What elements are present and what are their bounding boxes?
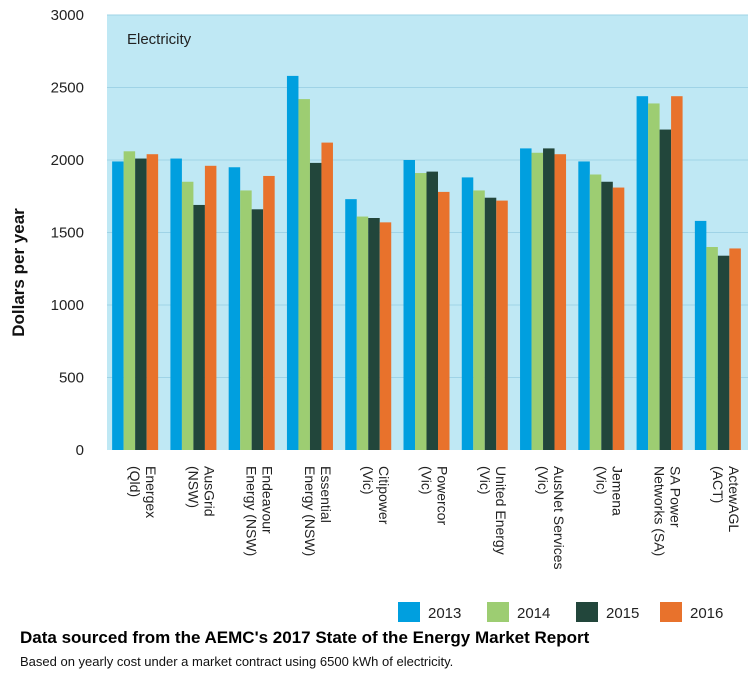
bar-2015 [135,158,147,451]
bar-2016 [554,154,567,450]
footer-title: Data sourced from the AEMC's 2017 State … [20,628,590,647]
category-label: United Energy(Vic) [477,466,509,555]
bar-2014 [298,99,310,450]
y-tick-label: 1500 [51,225,84,242]
bar-2015 [426,171,438,450]
bar-2013 [403,160,415,450]
bar-2013 [461,177,474,450]
legend-swatch-2016 [660,602,682,622]
bar-2015 [601,181,613,450]
bar-2014 [706,247,718,450]
y-tick-label: 2000 [51,152,84,169]
legend-label-2014: 2014 [517,605,550,622]
category-label: Jemena(Vic) [593,466,625,516]
bar-2014 [531,152,544,450]
bar-2014 [589,174,602,450]
bar-2014 [356,216,369,450]
bar-2013 [286,75,299,451]
bar-2016 [671,96,683,450]
category-label: AusNet Services(Vic) [535,466,567,569]
bar-2013 [520,148,532,450]
bar-2014 [648,103,660,450]
bar-2015 [368,218,380,450]
bar-2013 [578,161,590,450]
bar-2016 [496,200,508,450]
category-label: Citipower(Vic) [360,466,392,525]
bar-2015 [717,255,730,450]
bar-2014 [123,151,136,451]
category-label: ActewAGL(ACT) [710,466,742,532]
y-axis-label: Dollars per year [9,208,28,337]
category-labels: Energex(Qld) AusGrid(NSW) EndeavourEnergy … [127,466,742,569]
legend-label-2015: 2015 [606,605,639,622]
legend-swatch-2013 [398,602,420,622]
bar-2016 [146,154,159,450]
bar-2013 [170,158,182,451]
bar-2014 [181,181,194,450]
bars [112,75,741,451]
category-label: SA PowerNetworks (SA) [652,466,684,556]
chart-title: Electricity [127,31,192,48]
bar-2015 [484,197,497,450]
bar-2013 [112,161,124,450]
legend-swatch-2014 [487,602,509,622]
bar-2015 [659,129,672,451]
bar-2016 [379,222,392,450]
bar-2013 [345,199,357,450]
bar-2013 [694,220,707,450]
category-label: EssentialEnergy (NSW) [302,466,334,556]
bar-2013 [228,167,241,450]
bar-2014 [240,190,252,450]
bar-2016 [612,187,625,451]
bar-2016 [438,191,450,450]
y-tick-label: 0 [76,442,84,459]
bar-2016 [263,175,275,450]
bar-2015 [543,148,555,450]
bar-2016 [321,142,333,450]
category-label: EndeavourEnergy (NSW) [244,466,276,556]
bar-2014 [473,190,485,450]
legend-label-2016: 2016 [690,605,723,622]
category-label: Energex(Qld) [127,466,159,518]
y-tick-label: 500 [59,370,84,387]
y-tick-label: 2500 [51,80,84,97]
bar-2014 [415,173,427,451]
y-axis-ticks: 0 500 1000 1500 2000 2500 3000 [51,7,84,459]
bar-2016 [204,165,217,451]
bar-2013 [636,96,649,450]
footer-note: Based on yearly cost under a market cont… [20,654,454,669]
bar-2016 [729,248,741,450]
category-label: Powercor(Vic) [419,466,451,525]
legend-label-2013: 2013 [428,605,461,622]
legend-swatch-2015 [576,602,598,622]
legend: 2013 2014 2015 2016 [398,602,723,622]
bar-2015 [251,209,264,450]
y-tick-label: 1000 [51,297,84,314]
bar-2015 [193,204,205,450]
bar-2015 [309,162,322,450]
y-tick-label: 3000 [51,7,84,24]
category-label: AusGrid(NSW) [185,466,217,517]
bar-chart: 0 500 1000 1500 2000 2500 3000 Energex(Qld) Aus… [9,7,748,622]
